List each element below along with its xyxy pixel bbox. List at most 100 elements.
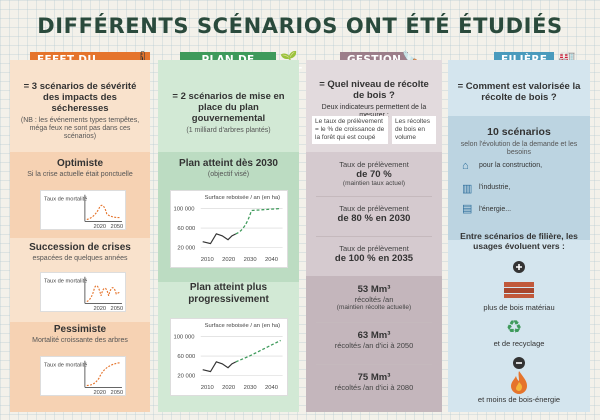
rate-70: Taux de prélèvement de 70 % (maintien ta… [306,160,442,188]
volume-value: 75 Mm³ [357,372,391,383]
history-line [202,361,237,373]
trend-energy: et moins de bois-énergie [477,395,561,404]
renewal-column: PLAN DE RENOUVELLEMENT 🌱 = 2 scénarios d… [158,50,302,412]
x-tick: 2040 [265,257,279,263]
y-tick: 20 000 [177,245,196,251]
y-tick: 60 000 [177,226,196,232]
plan-progressive: Plan atteint plus progressivement [158,282,299,306]
mortality-line [86,204,121,221]
y-tick: 20 000 [177,373,196,379]
trend-material: plus de bois matériau [483,303,555,312]
x-tick: 2020 [222,385,236,391]
scenario-desc: Mortalité croissante des arbres [32,337,128,344]
rate-sub: (maintien taux actuel) [342,180,406,188]
use-construction: pour la construction, [479,162,543,169]
volume-line: récoltés /an [354,295,394,305]
filiere-column: FILIÈRE 🏭 = Comment est valorisée la réc… [448,50,590,412]
x-tick: 2020 [222,257,236,263]
minus-icon [513,357,525,369]
mortality-line [86,285,121,303]
y-tick: 60 000 [177,354,196,360]
house-icon: ⌂ [462,160,469,172]
volume-75: 75 Mm³ récoltés /an d'ici à 2080 [306,372,442,392]
plus-icon [513,261,525,273]
renewal-question: = 2 scénarios de mise en place du plan g… [166,91,291,135]
climate-question: = 3 scénarios de sévérité des impacts de… [16,81,144,141]
plan-desc: (objectif visé) [207,171,250,178]
x-tick: 2020 [93,390,106,396]
gestion-question: = Quel niveau de récolte de bois ? [319,79,429,101]
scenario-title: Optimiste [56,158,104,169]
gestion-column: GESTION 🪚 = Quel niveau de récolte de bo… [306,50,442,412]
x-tick: 2030 [244,385,258,391]
rate-100: Taux de prélèvement de 100 % en 2035 [306,244,442,264]
use-energy: l'énergie... [479,206,512,213]
x-tick: 2010 [201,257,215,263]
y-tick: 100 000 [173,206,195,212]
indicator-volume: Les récoltes de bois en volume [392,116,436,145]
recycle-icon: ♻ [506,317,523,337]
trend-recycle: et de recyclage [493,339,545,348]
rate-value: de 100 % en 2035 [334,253,414,264]
scenario-succession: Succession de crises espacées de quelque… [10,242,150,262]
volume-line: récoltés /an d'ici à 2050 [334,341,414,351]
rate-value: de 80 % en 2030 [337,213,411,224]
rate-label: Taux de prélèvement [339,204,409,213]
mortality-chart-optimiste: Taux de mortalité 2020 2050 [40,190,126,230]
gestion-subtitle: Deux indicateurs permettent de la mesure… [321,104,427,119]
scenario-optimiste: Optimiste Si la crise actuelle était pon… [10,158,150,178]
use-industry: l'industrie, [479,184,511,191]
energy-icon: ▤ [462,203,473,215]
x-tick: 2030 [244,257,258,263]
mortality-chart-pessimiste: Taux de mortalité 2020 2050 [40,356,126,396]
chart-title: Surface reboisée / an (en ha) [205,195,281,201]
volume-53: 53 Mm³ récoltés /an (maintien récolte ac… [306,284,442,312]
y-tick: 100 000 [173,334,195,340]
x-tick: 2020 [93,306,106,312]
climate-question-text: = 3 scénarios de sévérité des impacts de… [23,81,137,114]
rate-80: Taux de prélèvement de 80 % en 2030 [306,204,442,224]
mortality-chart-succession: Taux de mortalité 2020 2050 [40,272,126,312]
plan-title: Plan atteint dès 2030 [179,158,278,169]
x-tick: 2010 [201,385,215,391]
filiere-count-value: 10 scénarios [487,126,551,138]
scenario-title: Succession de crises [29,242,131,253]
x-tick: 2040 [265,385,279,391]
x-tick: 2050 [111,390,124,396]
usage-title: Entre scénarios de filière, les usages é… [460,231,578,251]
plan-line [235,207,281,235]
climate-column: EFFET DU CLIMAT 🌡 = 3 scénarios de sévér… [10,50,152,412]
plan-2030: Plan atteint dès 2030 (objectif visé) [158,158,299,178]
filiere-count-desc: selon l'évolution de la demande et les b… [460,140,578,156]
scenario-pessimiste: Pessimiste Mortalité croissante des arbr… [10,324,150,344]
ylabel: Taux de mortalité [44,197,87,203]
x-tick: 2020 [93,224,106,230]
history-line [202,233,237,245]
ylabel: Taux de mortalité [44,279,87,285]
filiere-question: = Comment est valorisée la récolte de bo… [457,81,581,103]
volume-value: 63 Mm³ [357,330,391,341]
factory-small-icon: ▥ [462,183,473,195]
volume-line: récoltés /an d'ici à 2080 [334,383,414,393]
x-tick: 2050 [111,224,124,230]
reforestation-chart-2: Surface reboisée / an (en ha) 100 000 60… [170,318,288,396]
scenario-desc: Si la crise actuelle était ponctuelle [27,171,133,178]
page-title: DIFFÉRENTS SCÉNARIOS ONT ÉTÉ ÉTUDIÉS [37,14,563,38]
rate-label: Taux de prélèvement [339,244,409,253]
plan-line [235,339,281,363]
rate-label: Taux de prélèvement [339,160,409,169]
x-tick: 2050 [111,306,124,312]
reforestation-chart-1: Surface reboisée / an (en ha) 100 000 60… [170,190,288,268]
filiere-count: 10 scénarios selon l'évolution de la dem… [454,126,584,157]
climate-note: (NB : les événements types tempêtes, még… [20,116,140,140]
chart-title: Surface reboisée / an (en ha) [205,323,281,329]
timber-icon [504,282,534,298]
volume-value: 53 Mm³ [357,284,391,295]
indicator-rate: Le taux de prélèvement = le % de croissa… [312,116,388,145]
renewal-note: (1 milliard d'arbres plantés) [186,126,271,134]
volume-63: 63 Mm³ récoltés /an d'ici à 2050 [306,330,442,350]
scenario-title: Pessimiste [53,324,107,335]
mortality-line [86,362,121,387]
scenario-desc: espacées de quelques années [32,255,128,262]
renewal-question-text: = 2 scénarios de mise en place du plan g… [172,91,285,124]
